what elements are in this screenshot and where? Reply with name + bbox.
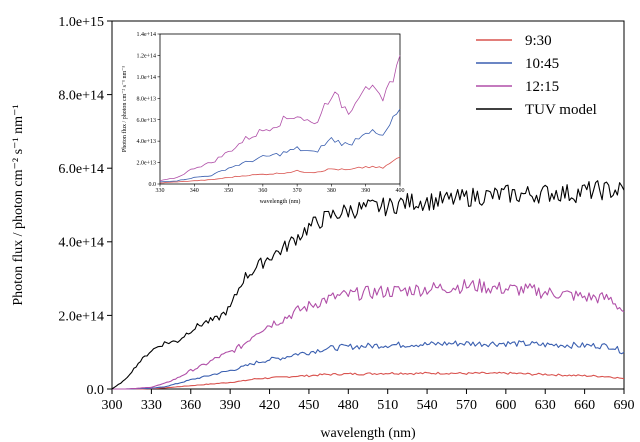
inset-y-tick-label: 8.0e+13 bbox=[136, 96, 156, 102]
main-y-tick-label: 0.0 bbox=[87, 383, 105, 398]
inset-x-tick-label: 370 bbox=[293, 188, 302, 194]
inset-x-axis-label: wavelength (nm) bbox=[260, 198, 301, 205]
legend-label-tuv-model: TUV model bbox=[525, 102, 597, 118]
series-line-9-30 bbox=[112, 371, 625, 390]
main-x-tick-label: 390 bbox=[220, 398, 241, 413]
inset-y-axis-label: Photon flux / photon cm⁻² s⁻¹ nm⁻¹ bbox=[121, 66, 128, 152]
inset-x-tick-label: 340 bbox=[190, 188, 199, 194]
legend: 9:30 10:45 12:15 TUV model bbox=[476, 33, 597, 118]
main-y-tick-label: 6.0e+14 bbox=[58, 162, 104, 177]
legend-label-12-15: 12:15 bbox=[525, 79, 559, 95]
main-x-tick-label: 570 bbox=[456, 398, 477, 413]
inset-y-tick-label: 1.2e+14 bbox=[136, 54, 156, 60]
main-plot: 300 330 360 390 420 450 480 510 540 570 600 630 660 6… bbox=[11, 15, 635, 441]
inset-y-tick-label: 4.0e+13 bbox=[136, 139, 156, 145]
main-y-tick-label: 8.0e+14 bbox=[58, 89, 104, 104]
inset-y-tick-label: 1.4e+14 bbox=[136, 32, 156, 38]
main-x-tick-label: 660 bbox=[574, 398, 595, 413]
series-line-10-45 bbox=[159, 108, 401, 183]
main-x-tick-label: 300 bbox=[102, 398, 123, 413]
inset-series bbox=[159, 55, 401, 184]
main-x-tick-label: 330 bbox=[141, 398, 162, 413]
inset-x-tick-label: 390 bbox=[361, 188, 370, 194]
main-y-tick-label: 2.0e+14 bbox=[58, 309, 104, 324]
inset-y-tick-label: 1.0e+14 bbox=[136, 75, 156, 81]
main-series bbox=[111, 180, 625, 390]
legend-label-10-45: 10:45 bbox=[525, 56, 559, 72]
inset-x-tick-label: 330 bbox=[156, 188, 165, 194]
inset-y-tick-label: 2.0e+13 bbox=[136, 161, 156, 167]
main-x-tick-label: 510 bbox=[377, 398, 398, 413]
main-plot-frame bbox=[111, 20, 625, 390]
main-x-tick-label: 600 bbox=[495, 398, 516, 413]
inset-plot-frame bbox=[159, 33, 401, 185]
series-line-12-15 bbox=[159, 55, 401, 182]
series-line-12-15 bbox=[112, 278, 625, 390]
legend-label-9-30: 9:30 bbox=[525, 33, 552, 49]
inset-x-tick-label: 360 bbox=[258, 188, 267, 194]
inset-y-ticks: 0.0 2.0e+13 4.0e+13 6.0e+13 8.0e+13 1.0e+14 1.… bbox=[136, 32, 160, 188]
main-x-tick-label: 540 bbox=[417, 398, 438, 413]
main-x-tick-label: 420 bbox=[259, 398, 280, 413]
x-axis-label: wavelength (nm) bbox=[320, 426, 416, 441]
main-x-tick-label: 450 bbox=[298, 398, 319, 413]
main-x-ticks: 300 330 360 390 420 450 480 510 540 570 600 630 660 6… bbox=[102, 389, 635, 413]
main-y-tick-label: 1.0e+15 bbox=[58, 15, 104, 30]
series-line-10-45 bbox=[112, 340, 625, 390]
inset-x-tick-label: 350 bbox=[224, 188, 233, 194]
inset-y-tick-label: 0.0 bbox=[149, 182, 157, 188]
main-y-ticks: 0.0 2.0e+14 4.0e+14 6.0e+14 8.0e+14 1.0e+15 bbox=[58, 15, 112, 398]
main-x-tick-label: 690 bbox=[614, 398, 635, 413]
y-axis-label: Photon flux / photon cm⁻² s⁻¹ nm⁻¹ bbox=[11, 104, 26, 305]
series-line-9-30 bbox=[159, 156, 401, 184]
main-x-tick-label: 630 bbox=[535, 398, 556, 413]
inset-x-ticks: 330 340 350 360 370 380 390 400 bbox=[156, 184, 405, 194]
inset-x-tick-label: 400 bbox=[396, 188, 405, 194]
main-x-tick-label: 360 bbox=[180, 398, 201, 413]
inset-plot: 330 340 350 360 370 380 390 400 0.0 2.0e+13 4.0e+… bbox=[121, 32, 405, 205]
series-line-tuv-model bbox=[111, 180, 625, 390]
inset-x-tick-label: 380 bbox=[327, 188, 336, 194]
main-y-tick-label: 4.0e+14 bbox=[58, 236, 104, 251]
inset-y-tick-label: 6.0e+13 bbox=[136, 118, 156, 124]
main-x-tick-label: 480 bbox=[338, 398, 359, 413]
